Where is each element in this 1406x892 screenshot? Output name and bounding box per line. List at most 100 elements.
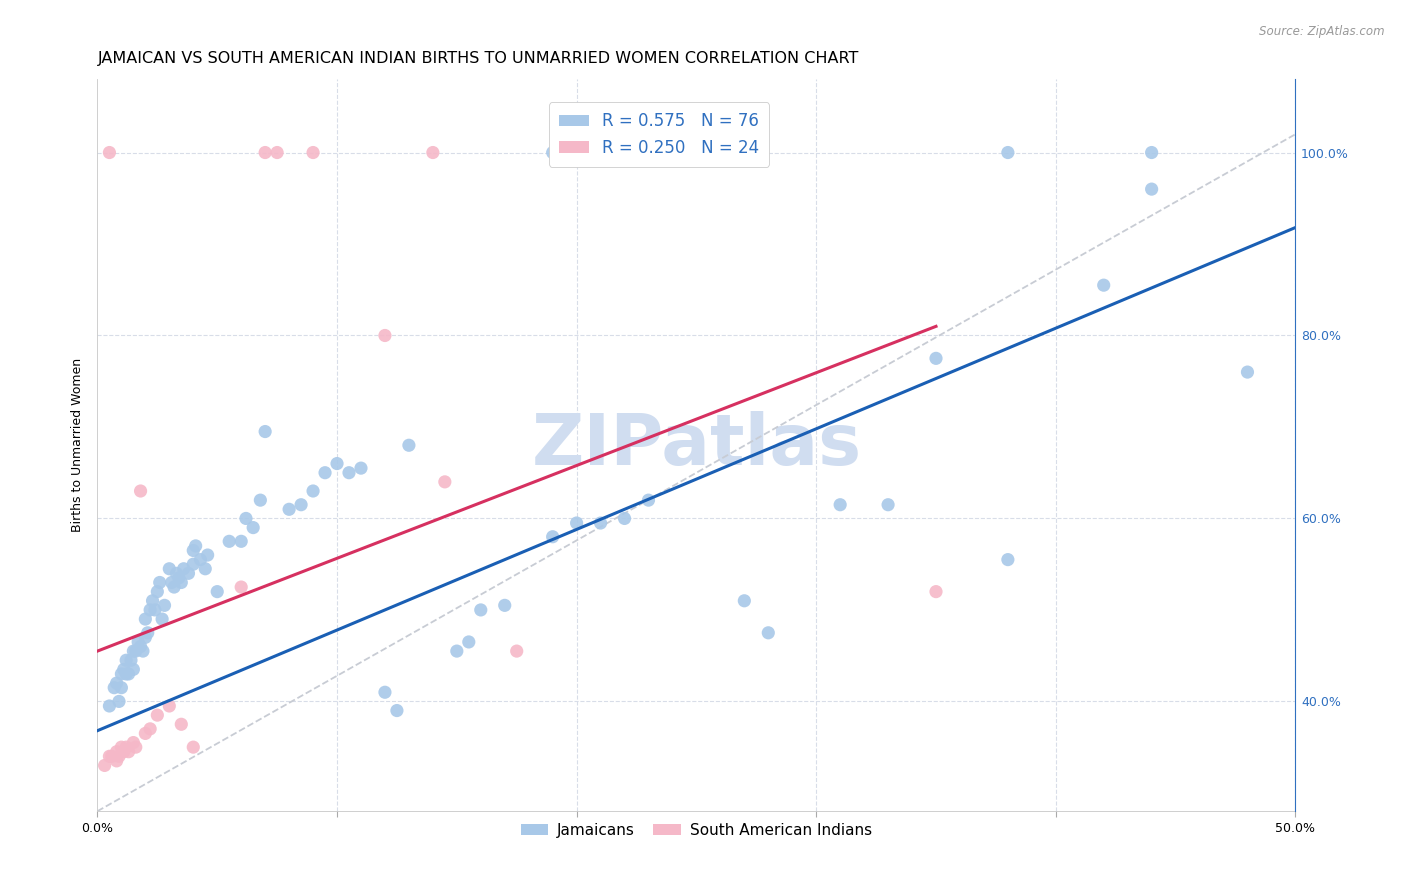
Point xyxy=(112,745,135,759)
Point xyxy=(398,438,420,452)
Point xyxy=(302,145,325,160)
Point xyxy=(326,457,349,471)
Point xyxy=(181,543,204,558)
Point xyxy=(733,594,755,608)
Point xyxy=(1236,365,1258,379)
Point xyxy=(830,498,852,512)
Point xyxy=(1140,182,1163,196)
Point xyxy=(184,539,207,553)
Point xyxy=(385,704,408,718)
Point xyxy=(150,612,173,626)
Point xyxy=(190,552,212,566)
Point xyxy=(115,653,138,667)
Point xyxy=(146,708,169,723)
Point xyxy=(110,740,132,755)
Point xyxy=(170,575,193,590)
Point xyxy=(249,493,271,508)
Point xyxy=(122,735,145,749)
Point xyxy=(235,511,257,525)
Point xyxy=(170,717,193,731)
Point xyxy=(103,681,125,695)
Point xyxy=(278,502,301,516)
Point xyxy=(266,145,288,160)
Point xyxy=(350,461,373,475)
Point xyxy=(231,534,253,549)
Point xyxy=(143,603,166,617)
Point xyxy=(457,635,479,649)
Point xyxy=(115,667,138,681)
Point xyxy=(494,599,516,613)
Point xyxy=(115,740,138,755)
Point xyxy=(146,584,169,599)
Point xyxy=(120,653,142,667)
Point xyxy=(125,644,148,658)
Point xyxy=(108,694,131,708)
Point xyxy=(565,516,588,530)
Point xyxy=(541,145,564,160)
Point xyxy=(101,749,124,764)
Point xyxy=(181,740,204,755)
Point xyxy=(756,625,779,640)
Point xyxy=(105,745,128,759)
Point xyxy=(194,562,217,576)
Point xyxy=(925,584,948,599)
Point xyxy=(141,594,163,608)
Point xyxy=(290,498,312,512)
Point xyxy=(337,466,360,480)
Point xyxy=(422,145,444,160)
Point xyxy=(139,722,162,736)
Point xyxy=(127,635,149,649)
Text: JAMAICAN VS SOUTH AMERICAN INDIAN BIRTHS TO UNMARRIED WOMEN CORRELATION CHART: JAMAICAN VS SOUTH AMERICAN INDIAN BIRTHS… xyxy=(97,51,859,66)
Point xyxy=(254,145,277,160)
Point xyxy=(254,425,277,439)
Text: ZIPatlas: ZIPatlas xyxy=(531,410,862,480)
Point xyxy=(122,662,145,676)
Point xyxy=(157,562,180,576)
Point xyxy=(637,493,659,508)
Point xyxy=(302,483,325,498)
Point xyxy=(374,685,396,699)
Point xyxy=(134,726,156,740)
Point xyxy=(177,566,200,581)
Point xyxy=(98,749,121,764)
Point xyxy=(110,681,132,695)
Point xyxy=(446,644,468,658)
Point xyxy=(242,520,264,534)
Point xyxy=(166,566,188,581)
Point xyxy=(173,562,195,576)
Point xyxy=(589,516,612,530)
Point xyxy=(125,740,148,755)
Point xyxy=(218,534,240,549)
Legend: Jamaicans, South American Indians: Jamaicans, South American Indians xyxy=(515,816,879,844)
Point xyxy=(110,667,132,681)
Text: Source: ZipAtlas.com: Source: ZipAtlas.com xyxy=(1260,25,1385,38)
Point xyxy=(374,328,396,343)
Point xyxy=(877,498,900,512)
Point xyxy=(98,145,121,160)
Point xyxy=(157,698,180,713)
Point xyxy=(132,644,155,658)
Point xyxy=(541,530,564,544)
Point xyxy=(93,758,115,772)
Point xyxy=(105,676,128,690)
Point xyxy=(98,698,121,713)
Point xyxy=(136,625,159,640)
Point xyxy=(167,571,190,585)
Point xyxy=(613,511,636,525)
Point xyxy=(129,483,152,498)
Point xyxy=(134,631,156,645)
Y-axis label: Births to Unmarried Women: Births to Unmarried Women xyxy=(72,359,84,533)
Point xyxy=(506,644,529,658)
Point xyxy=(163,580,186,594)
Point xyxy=(153,599,176,613)
Point xyxy=(117,667,139,681)
Point xyxy=(197,548,219,562)
Point xyxy=(160,575,183,590)
Point xyxy=(149,575,172,590)
Point xyxy=(925,351,948,366)
Point xyxy=(105,754,128,768)
Point xyxy=(470,603,492,617)
Point xyxy=(207,584,229,599)
Point xyxy=(181,557,204,571)
Point xyxy=(1140,145,1163,160)
